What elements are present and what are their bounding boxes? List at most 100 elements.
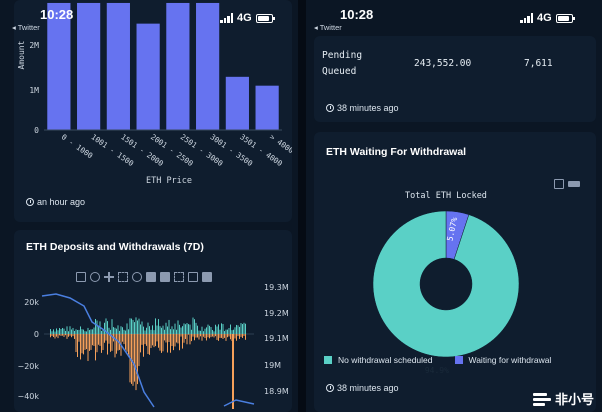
deposits-withdrawals-chart: 20k 0 −20k −40k 19.3M 19.2M 19.1M 19M 18.9M: [17, 283, 289, 409]
withdrawal-bar: [63, 334, 65, 337]
withdrawal-bar: [234, 334, 236, 339]
zoom-out-icon[interactable]: [160, 272, 170, 282]
withdrawal-bar: [69, 334, 71, 336]
pan-icon[interactable]: [104, 272, 114, 282]
withdrawal-bar: [188, 334, 189, 335]
x-axis-label: ETH Price: [146, 176, 192, 186]
withdrawal-bar: [62, 334, 63, 336]
camera-icon[interactable]: [76, 272, 86, 282]
withdrawal-bar: [213, 334, 215, 338]
deposit-bar: [189, 324, 191, 334]
deposit-bar: [62, 327, 63, 334]
withdrawal-bar: [224, 334, 225, 338]
withdrawal-card-updated-time: 38 minutes ago: [337, 383, 399, 393]
withdrawal-bar: [92, 334, 93, 346]
deposit-bar: [137, 320, 138, 334]
deposit-bar: [56, 328, 57, 334]
deposit-bar: [84, 331, 86, 334]
withdrawal-bar: [167, 334, 168, 353]
withdrawal-bar: [81, 334, 83, 354]
home-icon[interactable]: [188, 272, 198, 282]
withdrawal-bar: [206, 334, 207, 341]
deposit-bar: [216, 326, 218, 334]
deposit-bar: [191, 329, 192, 334]
bar-4: [166, 2, 190, 131]
plotly-logo-icon[interactable]: [568, 181, 580, 187]
deposit-bar: [86, 331, 87, 334]
withdrawal-bar: [128, 334, 129, 355]
lasso-icon[interactable]: [132, 272, 142, 282]
deposit-bar: [147, 322, 149, 334]
withdrawal-bar: [132, 334, 134, 386]
back-to-twitter-link-right[interactable]: ◂ Twitter: [314, 23, 342, 32]
deposit-bar: [155, 318, 156, 334]
deposit-bar: [201, 326, 203, 334]
withdrawal-bar: [110, 334, 111, 352]
bar-5: [196, 2, 220, 131]
withdrawal-card-title: ETH Waiting For Withdrawal: [326, 146, 467, 158]
withdrawal-bar: [140, 334, 141, 353]
withdrawal-bar: [71, 334, 72, 338]
back-to-twitter-link[interactable]: ◂ Twitter: [12, 23, 40, 32]
deposit-bar: [107, 321, 108, 334]
deposit-bar: [110, 329, 111, 334]
bar-3: [136, 23, 160, 130]
withdrawal-bar: [147, 334, 149, 355]
deposit-bar: [165, 322, 167, 334]
deposit-bar: [53, 329, 54, 334]
deposit-bar: [162, 325, 164, 334]
deposit-bar: [74, 330, 75, 334]
withdrawal-bar: [134, 334, 135, 382]
legend-no-withdrawal[interactable]: No withdrawal scheduled: [338, 355, 433, 365]
deposit-bar: [239, 326, 240, 334]
deposit-bar: [140, 324, 141, 334]
box-select-icon[interactable]: [118, 272, 128, 282]
deposit-bar: [119, 330, 120, 334]
withdrawal-bar: [105, 334, 107, 341]
withdrawal-bar: [66, 334, 68, 339]
autoscale-icon[interactable]: [174, 272, 184, 282]
withdrawal-bar: [198, 334, 200, 340]
deposit-bar: [228, 328, 230, 334]
withdrawal-bar: [123, 334, 125, 345]
withdrawal-bar: [117, 334, 119, 351]
withdrawal-bar: [93, 334, 95, 346]
deposit-bar: [174, 323, 176, 334]
pie-title: Total ETH Locked: [405, 191, 487, 201]
deposit-bar: [102, 329, 104, 334]
deposit-bar: [80, 326, 81, 334]
deposit-bar: [51, 331, 53, 334]
withdrawal-bar: [155, 334, 156, 347]
deposit-bar: [180, 327, 182, 334]
bar-1: [77, 2, 101, 131]
withdrawal-bar: [116, 334, 117, 354]
withdrawal-bar: [186, 334, 188, 345]
withdrawal-bar: [122, 334, 123, 342]
battery-icon: [255, 13, 275, 23]
withdrawal-bar: [197, 334, 198, 338]
deposit-bar: [173, 329, 174, 334]
withdrawal-bar: [152, 334, 153, 346]
zoom-icon[interactable]: [90, 272, 100, 282]
withdrawal-bar: [216, 334, 218, 340]
deposit-bar: [81, 329, 83, 334]
deposit-bar: [156, 325, 158, 334]
zoom-in-icon[interactable]: [146, 272, 156, 282]
deposit-bar: [152, 325, 153, 334]
deposit-bar: [236, 324, 237, 334]
withdrawal-bar: [180, 334, 182, 337]
spike-lines-icon[interactable]: [202, 272, 212, 282]
withdrawal-bar: [159, 334, 161, 351]
withdrawal-bar: [143, 334, 144, 357]
withdrawal-bar: [104, 334, 105, 343]
withdrawal-bar: [194, 334, 195, 341]
eth-price-bar-card: 2M 1M 0 Amount 0 - 1000 1001 - 1500 1501 - 200…: [14, 0, 292, 222]
withdrawal-bar: [98, 334, 99, 345]
withdrawal-bar: [221, 334, 222, 338]
bar-card-updated-time: an hour ago: [37, 197, 86, 207]
legend-waiting-withdrawal[interactable]: Waiting for withdrawal: [468, 355, 552, 365]
withdrawal-bar: [245, 334, 246, 340]
withdrawal-bar: [218, 334, 219, 341]
camera-icon-pie[interactable]: [554, 179, 564, 189]
deposit-bar: [66, 326, 68, 334]
